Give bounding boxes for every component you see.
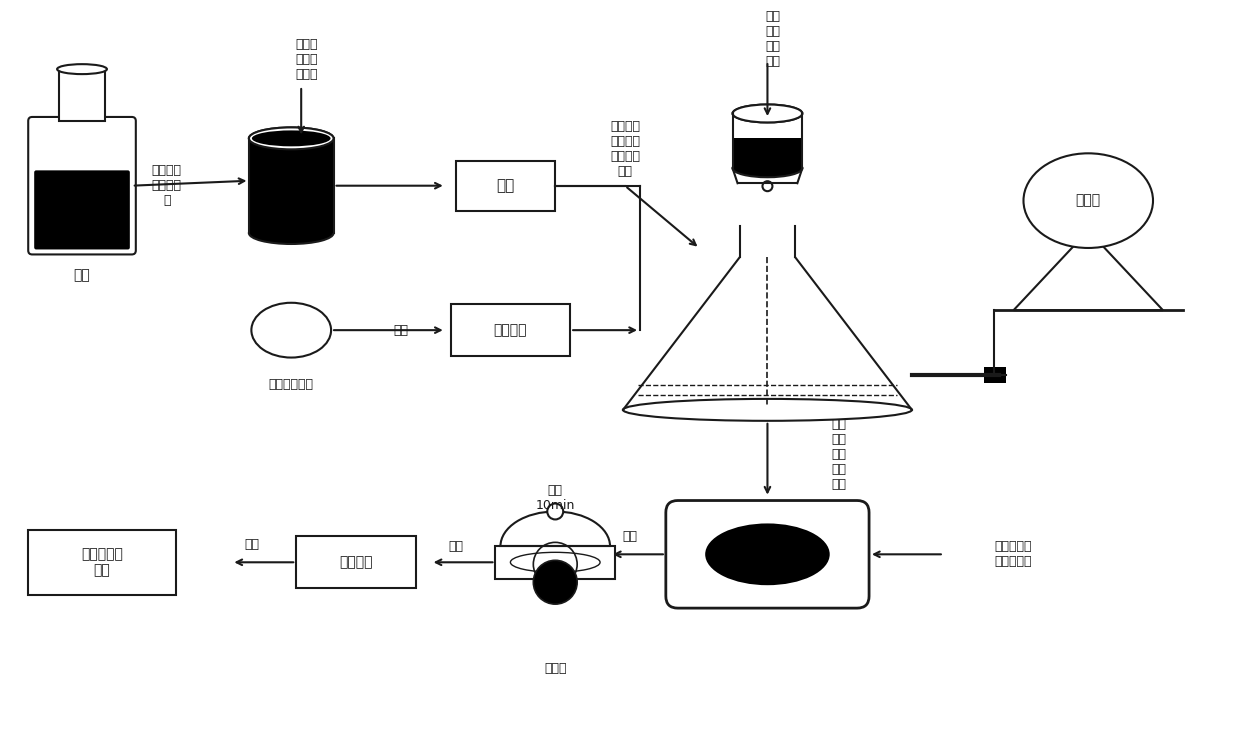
Text: 带有生芯不
溶物的滤膜: 带有生芯不 溶物的滤膜 xyxy=(994,540,1032,568)
Ellipse shape xyxy=(249,127,334,149)
Bar xyxy=(450,304,570,356)
FancyBboxPatch shape xyxy=(35,171,130,250)
Ellipse shape xyxy=(1023,153,1153,248)
Ellipse shape xyxy=(706,524,830,586)
Text: 记录质量: 记录质量 xyxy=(340,555,373,569)
Text: 少量
多次
加入
试样: 少量 多次 加入 试样 xyxy=(765,10,780,69)
Text: 恒重: 恒重 xyxy=(393,323,408,337)
Text: 记录质量: 记录质量 xyxy=(494,323,527,337)
Ellipse shape xyxy=(733,159,802,177)
Text: 取下
带有
不溶
物的
滤膜: 取下 带有 不溶 物的 滤膜 xyxy=(832,418,847,491)
Ellipse shape xyxy=(252,302,331,358)
Text: 向试样
中加入
热溶剂: 向试样 中加入 热溶剂 xyxy=(295,38,317,80)
Ellipse shape xyxy=(734,107,800,121)
Circle shape xyxy=(763,181,773,191)
Bar xyxy=(250,139,332,233)
Ellipse shape xyxy=(501,512,610,581)
Text: 搞拌均匀
后称取试
样: 搞拌均匀 后称取试 样 xyxy=(151,164,182,207)
FancyBboxPatch shape xyxy=(666,501,869,608)
Text: 试样: 试样 xyxy=(73,268,91,282)
Text: 生芯不溶物
含量: 生芯不溶物 含量 xyxy=(81,547,123,577)
Bar xyxy=(734,138,801,168)
FancyBboxPatch shape xyxy=(29,117,136,255)
Bar xyxy=(60,69,105,121)
Bar xyxy=(29,530,176,595)
Ellipse shape xyxy=(250,130,331,148)
Circle shape xyxy=(533,560,577,604)
Text: 真空泵: 真空泵 xyxy=(1075,194,1101,208)
Ellipse shape xyxy=(249,127,334,149)
Text: 超声: 超声 xyxy=(496,178,515,193)
Text: 超声至试
样完全溶
解分散后
抜滤: 超声至试 样完全溶 解分散后 抜滤 xyxy=(610,120,640,178)
Bar xyxy=(496,546,615,579)
Ellipse shape xyxy=(733,104,802,122)
Text: 冷却
10min: 冷却 10min xyxy=(536,484,575,512)
Ellipse shape xyxy=(57,64,107,74)
Ellipse shape xyxy=(511,552,600,572)
Ellipse shape xyxy=(252,130,331,146)
Bar xyxy=(455,161,556,211)
Bar xyxy=(983,367,1006,383)
Text: 称重: 称重 xyxy=(448,540,463,553)
Bar xyxy=(296,536,415,589)
Ellipse shape xyxy=(249,222,334,244)
Text: 恒重: 恒重 xyxy=(622,530,637,543)
Ellipse shape xyxy=(733,104,802,122)
Ellipse shape xyxy=(622,399,911,421)
Text: 玻璃纤维滤膜: 玻璃纤维滤膜 xyxy=(269,378,314,391)
Text: 计算: 计算 xyxy=(244,538,259,551)
Text: 干燥器: 干燥器 xyxy=(544,662,567,676)
Circle shape xyxy=(547,504,563,519)
